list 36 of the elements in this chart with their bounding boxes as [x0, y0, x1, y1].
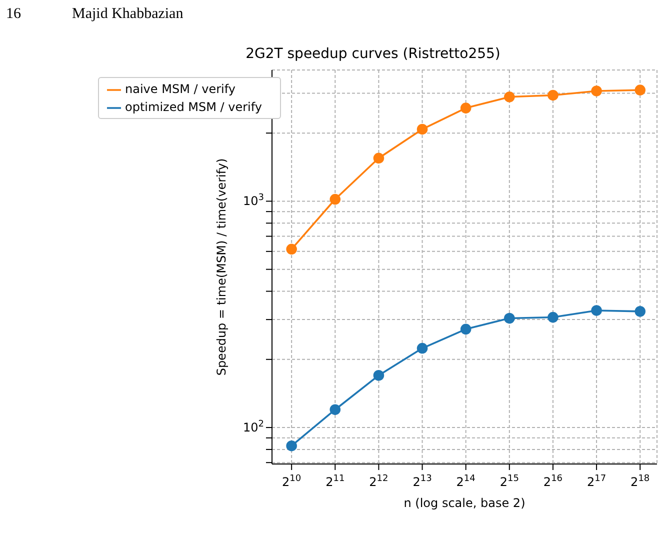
- point: [286, 440, 297, 452]
- point: [460, 102, 472, 114]
- x-tick-label: 2$^{14}$: [456, 474, 476, 489]
- point: [330, 404, 341, 416]
- legend-label: optimized MSM / verify: [125, 100, 262, 114]
- legend-label: naive MSM / verify: [125, 82, 236, 96]
- point: [416, 124, 428, 135]
- point: [504, 92, 515, 102]
- x-tick-label: 2$^{17}$: [586, 474, 606, 489]
- x-tick-label: 2$^{16}$: [543, 474, 563, 489]
- x-axis-title: n (log scale, base 2): [404, 496, 526, 510]
- point: [591, 86, 602, 96]
- point: [591, 305, 602, 316]
- y-tick-label: 10$^{3}$: [242, 193, 264, 208]
- x-tick-label: 2$^{11}$: [326, 474, 345, 489]
- x-tick-label: 2$^{10}$: [282, 474, 302, 489]
- point: [330, 194, 341, 205]
- point: [373, 152, 384, 164]
- x-tick-label: 2$^{18}$: [630, 474, 650, 489]
- text: Majid Khabbazian: [72, 6, 184, 23]
- y-tick-label: 10$^{2}$: [242, 420, 264, 435]
- point: [634, 306, 646, 317]
- chart-title: 2G2T speedup curves (Ristretto255): [244, 46, 502, 62]
- x-tick-label: 2$^{12}$: [369, 474, 388, 489]
- point: [286, 244, 297, 255]
- x-tick-label: 2$^{15}$: [500, 474, 519, 489]
- x-tick-label: 2$^{13}$: [412, 474, 432, 489]
- point: [373, 370, 384, 381]
- point: [634, 84, 646, 96]
- point: [548, 90, 558, 101]
- point: [504, 312, 515, 324]
- point: [548, 312, 558, 323]
- text: 16: [6, 6, 21, 23]
- point: [460, 324, 472, 335]
- point: [416, 342, 428, 354]
- y-axis-title: Speedup = time(MSM) / time(verify): [214, 158, 228, 376]
